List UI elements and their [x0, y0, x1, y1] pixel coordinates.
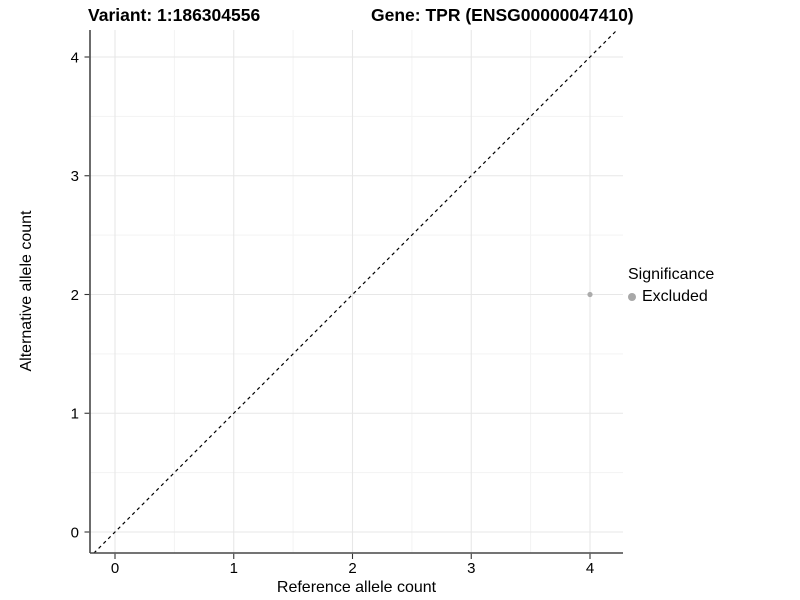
x-axis-title: Reference allele count	[276, 579, 437, 596]
legend-item-excluded: Excluded	[628, 288, 714, 306]
legend: Significance Excluded	[628, 265, 714, 306]
x-tick-label: 1	[230, 560, 238, 577]
x-tick-label: 3	[467, 560, 475, 577]
y-tick-label: 1	[71, 406, 79, 423]
data-point	[587, 291, 593, 298]
y-axis-title: Alternative allele count	[18, 210, 35, 372]
legend-item-label: Excluded	[642, 288, 708, 305]
y-tick-label: 4	[71, 49, 79, 66]
plot-title-gene: Gene: TPR (ENSG00000047410)	[371, 5, 634, 25]
y-tick-label: 0	[71, 524, 79, 541]
x-tick-label: 4	[586, 560, 594, 577]
x-tick-label: 2	[348, 560, 356, 577]
identity-dashed-line	[93, 30, 618, 553]
x-tick-label: 0	[111, 560, 119, 577]
y-tick-label: 3	[71, 168, 79, 185]
legend-dot-icon	[628, 293, 636, 301]
legend-title: Significance	[628, 266, 715, 283]
y-tick-label: 2	[71, 287, 79, 304]
plot-title-variant: Variant: 1:186304556	[88, 5, 261, 25]
